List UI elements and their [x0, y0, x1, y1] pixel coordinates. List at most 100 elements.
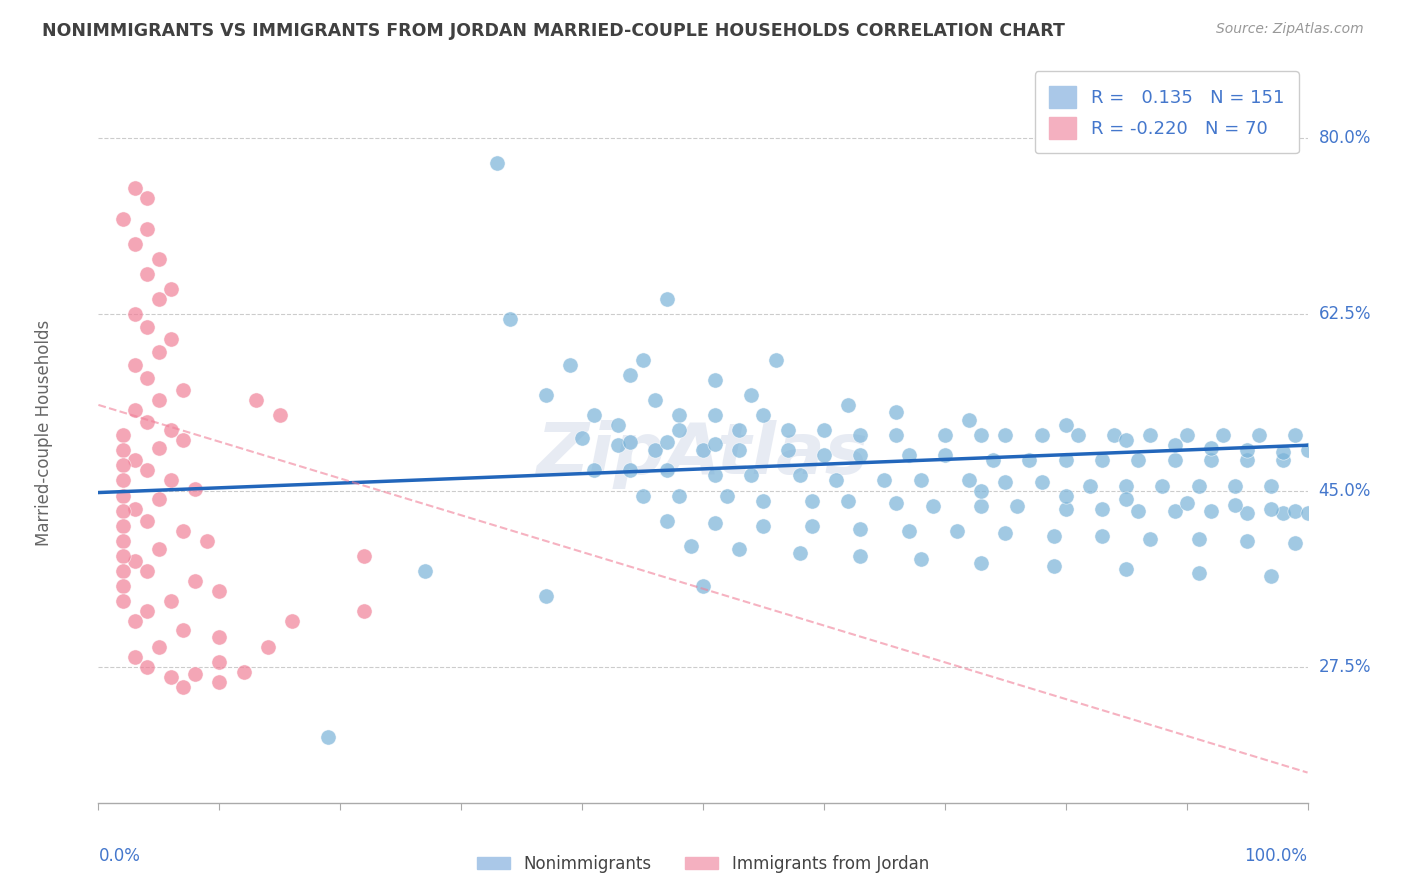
Point: [1260, 501, 1282, 516]
Point: [1054, 489, 1077, 503]
Point: [1199, 453, 1222, 467]
Point: [353, 549, 375, 563]
Point: [752, 518, 775, 533]
Text: 0.0%: 0.0%: [98, 847, 141, 865]
Point: [1128, 453, 1150, 467]
Point: [897, 524, 920, 538]
Point: [644, 392, 666, 407]
Point: [558, 358, 581, 372]
Point: [668, 408, 690, 422]
Point: [184, 666, 207, 681]
Point: [413, 564, 436, 578]
Point: [910, 474, 932, 488]
Point: [607, 438, 630, 452]
Point: [111, 504, 134, 518]
Point: [740, 468, 762, 483]
Point: [1175, 495, 1198, 509]
Point: [776, 423, 799, 437]
Point: [704, 516, 727, 530]
Point: [873, 474, 896, 488]
Point: [1067, 428, 1090, 442]
Point: [269, 408, 291, 422]
Point: [970, 483, 993, 498]
Point: [1042, 529, 1064, 543]
Point: [124, 554, 146, 568]
Point: [704, 373, 727, 387]
Point: [148, 640, 170, 654]
Point: [124, 307, 146, 321]
Point: [740, 388, 762, 402]
Point: [245, 392, 267, 407]
Point: [1175, 428, 1198, 442]
Point: [111, 579, 134, 593]
Point: [994, 428, 1017, 442]
Point: [135, 191, 157, 205]
Point: [728, 443, 751, 458]
Point: [1054, 453, 1077, 467]
Point: [208, 584, 231, 599]
Point: [316, 731, 339, 745]
Point: [631, 489, 654, 503]
Point: [148, 292, 170, 306]
Point: [111, 428, 134, 442]
Point: [160, 670, 183, 684]
Point: [195, 533, 218, 548]
Point: [1236, 443, 1258, 458]
Point: [704, 408, 727, 422]
Point: [1139, 532, 1161, 546]
Point: [148, 541, 170, 556]
Point: [184, 574, 207, 589]
Point: [849, 549, 872, 563]
Point: [1102, 428, 1125, 442]
Point: [655, 514, 678, 528]
Point: [728, 423, 751, 437]
Legend: Nonimmigrants, Immigrants from Jordan: Nonimmigrants, Immigrants from Jordan: [471, 848, 935, 880]
Point: [1054, 501, 1077, 516]
Point: [232, 665, 254, 679]
Point: [800, 518, 823, 533]
Point: [124, 236, 146, 251]
Point: [1128, 504, 1150, 518]
Point: [208, 674, 231, 689]
Point: [837, 398, 859, 412]
Text: NONIMMIGRANTS VS IMMIGRANTS FROM JORDAN MARRIED-COUPLE HOUSEHOLDS CORRELATION CH: NONIMMIGRANTS VS IMMIGRANTS FROM JORDAN …: [42, 22, 1066, 40]
Point: [148, 442, 170, 456]
Point: [160, 594, 183, 608]
Text: Married-couple Households: Married-couple Households: [35, 319, 53, 546]
Point: [1260, 478, 1282, 492]
Point: [111, 211, 134, 226]
Point: [752, 493, 775, 508]
Point: [813, 423, 835, 437]
Point: [111, 564, 134, 578]
Point: [1223, 478, 1246, 492]
Point: [1018, 453, 1040, 467]
Point: [135, 604, 157, 618]
Point: [486, 156, 509, 170]
Point: [825, 474, 848, 488]
Point: [1163, 438, 1185, 452]
Point: [160, 474, 183, 488]
Point: [148, 392, 170, 407]
Text: 100.0%: 100.0%: [1244, 847, 1308, 865]
Point: [111, 533, 134, 548]
Point: [160, 333, 183, 347]
Point: [172, 680, 194, 694]
Point: [752, 408, 775, 422]
Point: [135, 320, 157, 334]
Point: [886, 405, 908, 419]
Point: [813, 448, 835, 462]
Point: [934, 448, 956, 462]
Point: [1249, 428, 1271, 442]
Point: [1152, 478, 1174, 492]
Point: [1212, 428, 1234, 442]
Point: [1284, 504, 1306, 518]
Point: [619, 435, 641, 450]
Point: [655, 463, 678, 477]
Point: [172, 433, 194, 447]
Point: [607, 418, 630, 433]
Point: [111, 594, 134, 608]
Point: [1115, 433, 1137, 447]
Point: [704, 437, 727, 451]
Point: [256, 640, 278, 654]
Point: [534, 590, 557, 604]
